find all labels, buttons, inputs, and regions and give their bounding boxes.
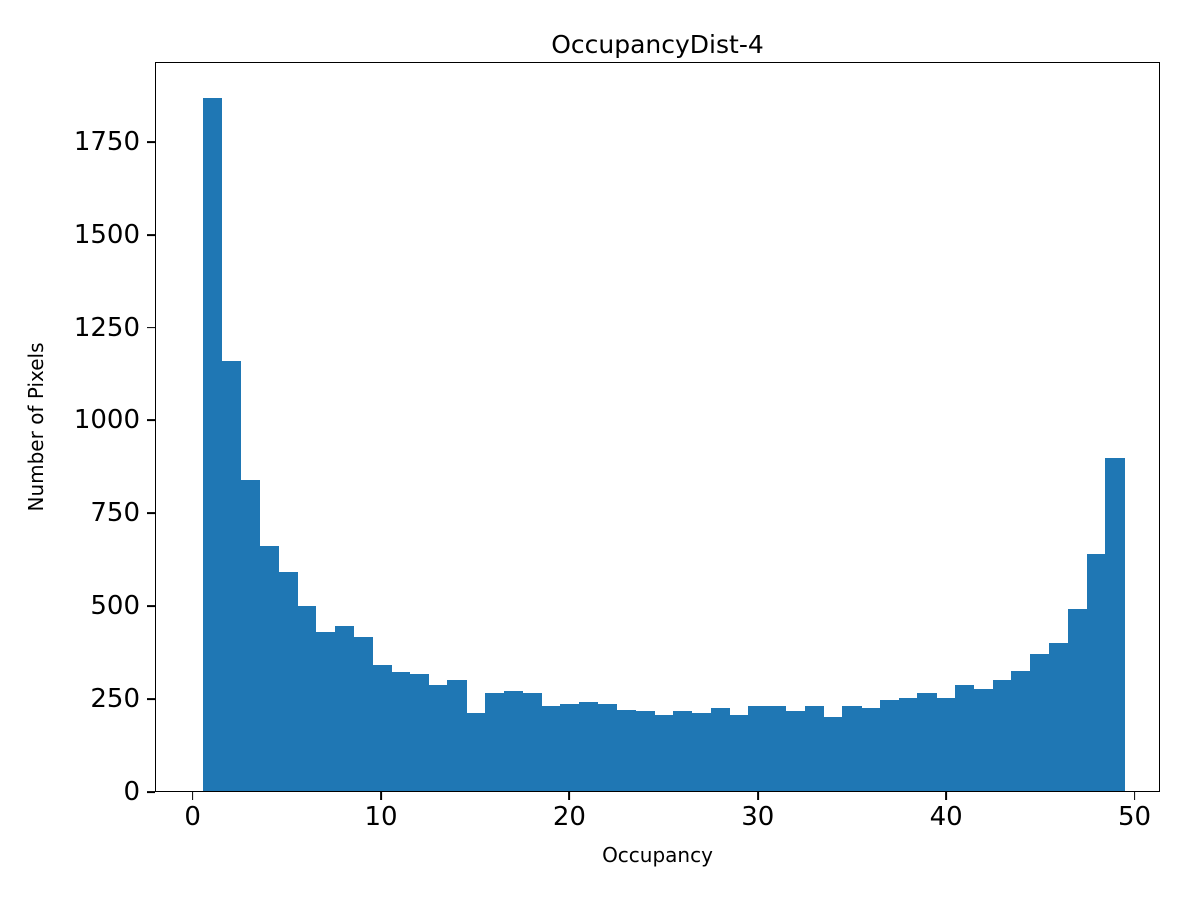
histogram-bar <box>767 705 787 791</box>
x-tick-label: 30 <box>741 802 775 832</box>
histogram-bar <box>297 605 317 791</box>
histogram-bar <box>428 685 448 791</box>
x-tick-label: 40 <box>929 802 963 832</box>
histogram-bar <box>691 713 712 791</box>
plot-area <box>155 62 1160 792</box>
histogram-bar <box>1030 653 1050 791</box>
histogram-bar <box>879 700 900 791</box>
histogram-bar <box>240 479 260 791</box>
histogram-bar <box>372 665 392 791</box>
histogram-bar <box>391 672 411 791</box>
x-tick-mark <box>1133 792 1136 800</box>
y-tick-mark <box>147 698 155 701</box>
histogram-bar <box>823 716 843 791</box>
x-tick-mark <box>568 792 571 800</box>
histogram-bar <box>1049 642 1069 791</box>
x-tick-mark <box>756 792 759 800</box>
histogram-bar <box>748 705 768 791</box>
histogram-bar <box>1067 609 1088 791</box>
y-tick-mark <box>147 512 155 515</box>
y-tick-label: 1750 <box>73 126 140 157</box>
x-tick-label: 20 <box>552 802 586 832</box>
histogram-bar <box>917 692 937 791</box>
x-tick-label: 10 <box>364 802 398 832</box>
histogram-bar <box>334 626 354 791</box>
histogram-bar <box>973 689 994 791</box>
histogram-bar <box>315 631 336 791</box>
y-tick-label: 500 <box>90 591 140 622</box>
histogram-bar <box>409 674 430 791</box>
histogram-bar <box>1105 457 1125 791</box>
x-tick-mark <box>945 792 948 800</box>
x-tick-label: 50 <box>1118 802 1152 832</box>
x-tick-mark <box>191 792 194 800</box>
y-tick-mark <box>147 419 155 422</box>
histogram-bar <box>785 711 806 791</box>
histogram-bar <box>203 98 223 791</box>
histogram-bar <box>522 692 542 791</box>
y-tick-label: 0 <box>123 777 140 807</box>
histogram-bar <box>1011 670 1031 791</box>
histogram-bar <box>673 711 693 791</box>
histogram-bar <box>466 713 486 791</box>
histogram-bar <box>861 707 881 791</box>
histogram-bar <box>710 707 730 791</box>
y-tick-mark <box>147 605 155 608</box>
x-axis-label: Occupancy <box>602 843 713 867</box>
histogram-bar <box>992 679 1012 791</box>
histogram-bar <box>221 361 242 791</box>
histogram-bar <box>654 715 674 791</box>
y-tick-mark <box>147 233 155 236</box>
histogram-bar <box>955 685 975 791</box>
histogram-bar <box>579 702 599 791</box>
histogram-bar <box>353 637 373 791</box>
histogram-bar <box>278 572 298 791</box>
y-axis-ticks: 0 250 500 750 1000 1250 1500 1750 <box>0 62 155 805</box>
y-tick-label: 750 <box>90 498 140 529</box>
y-tick-mark <box>147 140 155 143</box>
x-tick-label: 0 <box>184 802 201 832</box>
histogram-bar <box>616 709 636 791</box>
histogram-bar <box>804 705 824 791</box>
histogram-bar <box>597 703 618 791</box>
histogram-bar <box>936 698 956 791</box>
y-tick-label: 1250 <box>73 312 140 343</box>
histogram-bar <box>503 690 524 791</box>
y-tick-label: 1500 <box>73 219 140 250</box>
histogram-bar <box>541 705 561 791</box>
histogram-bar <box>842 705 862 791</box>
histogram-bar <box>485 692 505 791</box>
histogram-bar <box>729 715 749 791</box>
x-tick-mark <box>380 792 382 800</box>
histogram-bar <box>1086 553 1106 791</box>
histogram-bar <box>898 698 918 791</box>
y-tick-mark <box>147 791 155 793</box>
x-axis-ticks: 0 10 20 30 40 50 <box>155 792 1160 842</box>
histogram-bar <box>259 546 279 791</box>
y-tick-label: 1000 <box>73 405 140 436</box>
y-tick-mark <box>147 326 155 329</box>
y-tick-label: 250 <box>90 684 140 715</box>
chart-title: OccupancyDist-4 <box>551 30 764 59</box>
histogram-bar <box>560 703 580 791</box>
histogram-bar <box>635 711 655 791</box>
histogram-bar <box>447 679 467 791</box>
